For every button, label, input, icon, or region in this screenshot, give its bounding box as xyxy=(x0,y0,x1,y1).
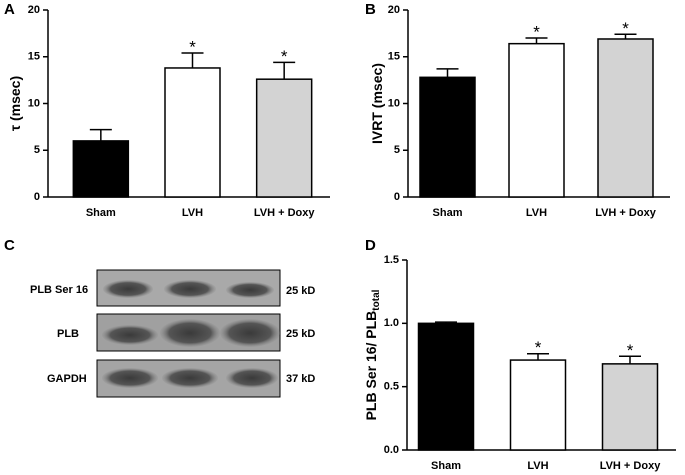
blot-band xyxy=(164,280,216,298)
blot-row: GAPDH 37 kD xyxy=(47,359,315,398)
bar xyxy=(509,359,567,451)
x-tick-label: LVH xyxy=(527,460,548,472)
panel-label: C xyxy=(4,237,15,254)
significance-marker: * xyxy=(189,37,196,56)
bar xyxy=(419,76,476,198)
panel-label: A xyxy=(4,1,15,18)
y-tick-label: 0.0 xyxy=(384,444,399,456)
blot-row-label: GAPDH xyxy=(47,373,87,385)
panel-label: B xyxy=(365,1,376,18)
y-tick-label: 20 xyxy=(388,4,400,16)
bar xyxy=(597,38,654,198)
blot-band xyxy=(220,319,280,347)
y-tick-label: 10 xyxy=(388,97,400,109)
blot-band xyxy=(162,368,218,388)
significance-marker: * xyxy=(533,23,540,42)
x-tick-label: Sham xyxy=(433,207,463,219)
x-tick-label: LVH + Doxy xyxy=(254,207,316,219)
y-tick-label: 15 xyxy=(28,51,40,63)
bar xyxy=(255,78,313,198)
y-axis-label: PLB Ser 16/ PLBtotal xyxy=(363,289,382,420)
bar xyxy=(164,67,221,198)
blot-row-label: PLB Ser 16 xyxy=(30,284,88,296)
y-tick-label: 1.5 xyxy=(384,254,399,266)
y-axis-label: IVRT (msec) xyxy=(369,63,385,144)
blot-row: PLB 25 kD xyxy=(57,313,315,352)
significance-marker: * xyxy=(281,47,288,66)
y-tick-label: 1.0 xyxy=(384,317,399,329)
blot-band xyxy=(103,280,153,298)
y-tick-label: 5 xyxy=(394,144,400,156)
y-tick-label: 20 xyxy=(28,4,40,16)
y-tick-label: 5 xyxy=(34,144,40,156)
x-tick-label: LVH xyxy=(182,207,203,219)
x-tick-label: LVH + Doxy xyxy=(595,207,657,219)
y-tick-label: 0.5 xyxy=(384,381,399,393)
blot-row: PLB Ser 16 25 kD xyxy=(30,269,315,307)
bar xyxy=(417,322,475,451)
x-tick-label: Sham xyxy=(431,460,461,472)
bar xyxy=(72,140,130,198)
x-tick-label: LVH xyxy=(526,207,547,219)
blot-size-label: 25 kD xyxy=(286,328,315,340)
blot-size-label: 37 kD xyxy=(286,373,315,385)
y-axis-label-main: IVRT (msec) xyxy=(369,63,385,144)
y-axis-label-main: τ (msec) xyxy=(7,76,23,131)
blot-row-label: PLB xyxy=(57,328,79,340)
bar xyxy=(601,363,659,451)
significance-marker: * xyxy=(627,341,634,360)
y-axis-label-main: PLB Ser 16/ PLB xyxy=(363,311,379,421)
y-tick-label: 0 xyxy=(34,191,40,203)
significance-marker: * xyxy=(535,338,542,357)
blot-band xyxy=(102,325,158,345)
y-axis-label: τ (msec) xyxy=(7,76,23,131)
blot-band xyxy=(102,368,158,388)
blot-panel: C PLB Ser 16 25 kD PLB 25 kD GAPDH 37 kD xyxy=(4,237,315,398)
y-tick-label: 0 xyxy=(394,191,400,203)
significance-marker: * xyxy=(622,19,629,38)
bar xyxy=(508,42,565,198)
blot-band xyxy=(226,282,274,298)
x-tick-label: Sham xyxy=(86,207,116,219)
panel-label: D xyxy=(365,237,376,254)
blot-size-label: 25 kD xyxy=(286,285,315,297)
blot-band xyxy=(226,368,278,388)
x-tick-label: LVH + Doxy xyxy=(600,460,662,472)
blot-band xyxy=(160,319,220,347)
y-tick-label: 10 xyxy=(28,97,40,109)
y-axis-label-sub: total xyxy=(371,289,382,310)
y-tick-label: 15 xyxy=(388,51,400,63)
